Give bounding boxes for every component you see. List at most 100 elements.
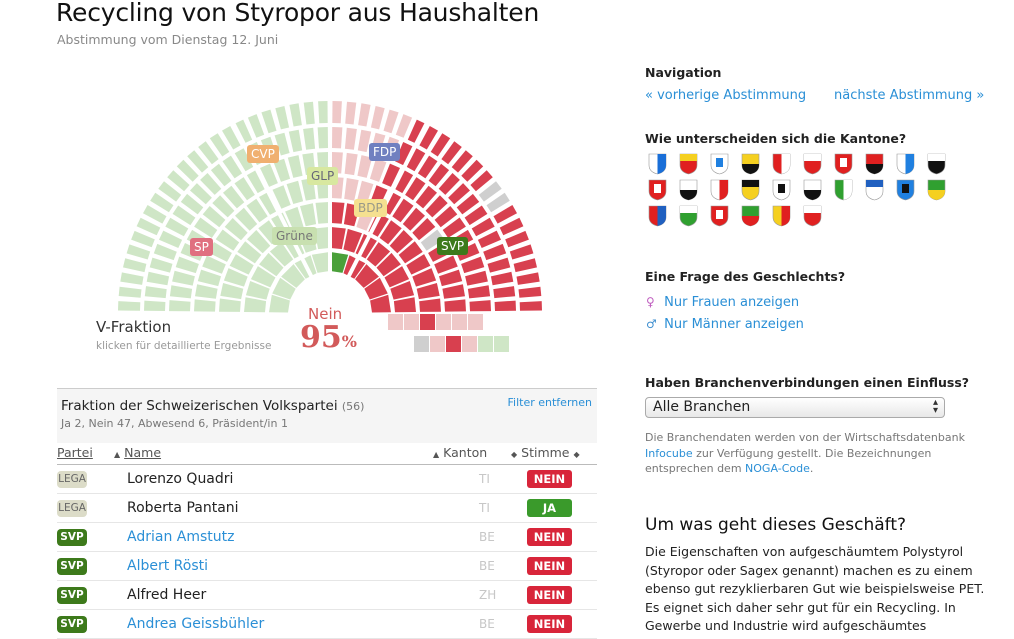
seat bbox=[143, 205, 167, 224]
seat bbox=[118, 301, 141, 311]
seat bbox=[382, 163, 400, 187]
canton-sh-icon[interactable] bbox=[741, 179, 760, 201]
seat bbox=[356, 180, 374, 204]
about-heading: Um was geht dieses Geschäft? bbox=[645, 515, 907, 535]
canton-nw-icon[interactable] bbox=[834, 153, 853, 175]
seat bbox=[513, 258, 537, 273]
canton-ow-icon[interactable] bbox=[803, 153, 822, 175]
seat bbox=[442, 284, 465, 299]
seat bbox=[357, 155, 373, 178]
party-label-fdp[interactable]: FDP bbox=[369, 143, 401, 161]
seat bbox=[357, 129, 372, 153]
table-row[interactable]: LEGA Lorenzo Quadri TI NEIN bbox=[57, 465, 597, 494]
party-label-bdp[interactable]: BDP bbox=[354, 199, 387, 217]
canton-bl-icon[interactable] bbox=[710, 179, 729, 201]
seat bbox=[259, 191, 279, 215]
seat bbox=[430, 336, 445, 352]
select-arrows-icon: ▴ ▾ bbox=[932, 397, 938, 416]
seat bbox=[519, 301, 542, 311]
branch-select[interactable]: Alle Branchen ▴ ▾ bbox=[645, 397, 945, 418]
canton-ai-icon[interactable] bbox=[803, 179, 822, 201]
member-name: Alfred Heer bbox=[127, 587, 207, 603]
seat bbox=[383, 109, 399, 134]
seat bbox=[518, 286, 542, 298]
table-row[interactable]: SVP Albert Rösti BE NEIN bbox=[57, 552, 597, 581]
seat bbox=[478, 181, 502, 202]
seat bbox=[499, 217, 524, 236]
canton-so-icon[interactable] bbox=[648, 179, 667, 201]
canton-vd-icon[interactable] bbox=[679, 205, 698, 227]
table-row[interactable]: SVP Adrian Amstutz BE NEIN bbox=[57, 523, 597, 552]
canton-ju-icon[interactable] bbox=[803, 205, 822, 227]
sort-both-icon: ◆ bbox=[573, 450, 580, 459]
next-vote-link[interactable]: nächste Abstimmung » bbox=[834, 88, 985, 103]
canton-fr-icon[interactable] bbox=[927, 153, 946, 175]
seat bbox=[461, 256, 485, 274]
canton-zh-icon[interactable] bbox=[648, 153, 667, 175]
canton-ur-icon[interactable] bbox=[741, 153, 760, 175]
party-badge: SVP bbox=[57, 616, 87, 633]
canton-lu-icon[interactable] bbox=[710, 153, 729, 175]
panel-count: (56) bbox=[341, 400, 365, 413]
party-label-sp[interactable]: SP bbox=[190, 238, 213, 256]
canton-vs-icon[interactable] bbox=[710, 205, 729, 227]
seat bbox=[379, 220, 402, 245]
canton-be-icon[interactable] bbox=[679, 153, 698, 175]
canton-tg-icon[interactable] bbox=[927, 179, 946, 201]
seat bbox=[516, 272, 540, 285]
seat bbox=[436, 314, 451, 330]
seat bbox=[370, 106, 385, 130]
party-label-cvp[interactable]: CVP bbox=[247, 145, 279, 163]
seat bbox=[420, 229, 445, 251]
canton-sg-icon[interactable] bbox=[834, 179, 853, 201]
seat bbox=[120, 272, 144, 285]
member-name[interactable]: Adrian Amstutz bbox=[127, 529, 235, 545]
member-name[interactable]: Andrea Geissbühler bbox=[127, 616, 265, 632]
women-only-link[interactable]: ♀ Nur Frauen anzeigen bbox=[646, 295, 799, 310]
noga-code-link[interactable]: NOGA-Code bbox=[745, 462, 810, 475]
column-header-name-label[interactable]: Name bbox=[124, 445, 162, 460]
column-header-name[interactable]: ▲ Name bbox=[114, 445, 161, 460]
column-header-party[interactable]: Partei bbox=[57, 445, 93, 460]
seat bbox=[244, 297, 267, 313]
seat-chart-svg bbox=[118, 99, 542, 313]
infocube-link[interactable]: Infocube bbox=[645, 446, 693, 460]
seat bbox=[176, 159, 199, 182]
party-label-glp[interactable]: GLP bbox=[307, 167, 339, 185]
canton-ne-icon[interactable] bbox=[741, 205, 760, 227]
men-only-link[interactable]: ♂ Nur Männer anzeigen bbox=[646, 317, 804, 332]
seat bbox=[404, 314, 419, 330]
canton-ar-icon[interactable] bbox=[772, 179, 791, 201]
member-name[interactable]: Albert Rösti bbox=[127, 558, 208, 574]
seat bbox=[272, 185, 291, 209]
seat bbox=[442, 217, 466, 238]
seat bbox=[464, 205, 488, 226]
canton-ge-icon[interactable] bbox=[772, 205, 791, 227]
table-row[interactable]: SVP Andrea Geissbühler BE NEIN bbox=[57, 610, 597, 639]
seat bbox=[210, 163, 232, 187]
table-row[interactable]: LEGA Roberta Pantani TI JA bbox=[57, 494, 597, 523]
seat bbox=[303, 127, 316, 150]
column-header-canton[interactable]: ▲ Kanton bbox=[433, 445, 487, 460]
canton-bs-icon[interactable] bbox=[679, 179, 698, 201]
canton-ti-icon[interactable] bbox=[648, 205, 667, 227]
canton-sz-icon[interactable] bbox=[772, 153, 791, 175]
vote-badge: NEIN bbox=[527, 557, 572, 575]
previous-vote-link[interactable]: « vorherige Abstimmung bbox=[645, 88, 807, 103]
canton-zg-icon[interactable] bbox=[896, 153, 915, 175]
canton-gl-icon[interactable] bbox=[865, 153, 884, 175]
fraction-title[interactable]: V-Fraktion bbox=[96, 318, 172, 336]
canton-ag-icon[interactable] bbox=[896, 179, 915, 201]
gender-heading: Eine Frage des Geschlechts? bbox=[645, 269, 846, 284]
remove-filter-link[interactable]: Filter entfernen bbox=[507, 396, 592, 409]
canton-gr-icon[interactable] bbox=[865, 179, 884, 201]
panel-title-text: Fraktion der Schweizerischen Volkspartei bbox=[61, 398, 338, 414]
seat bbox=[392, 198, 414, 223]
parliament-seat-chart[interactable] bbox=[95, 88, 565, 328]
non-seated-members[interactable] bbox=[388, 314, 523, 360]
party-label-gruene[interactable]: Grüne bbox=[272, 227, 317, 245]
table-row[interactable]: SVP Alfred Heer ZH NEIN bbox=[57, 581, 597, 610]
party-label-svp[interactable]: SVP bbox=[437, 237, 469, 255]
column-header-vote[interactable]: ◆ Stimme ◆ bbox=[511, 445, 580, 460]
seat bbox=[250, 266, 276, 288]
